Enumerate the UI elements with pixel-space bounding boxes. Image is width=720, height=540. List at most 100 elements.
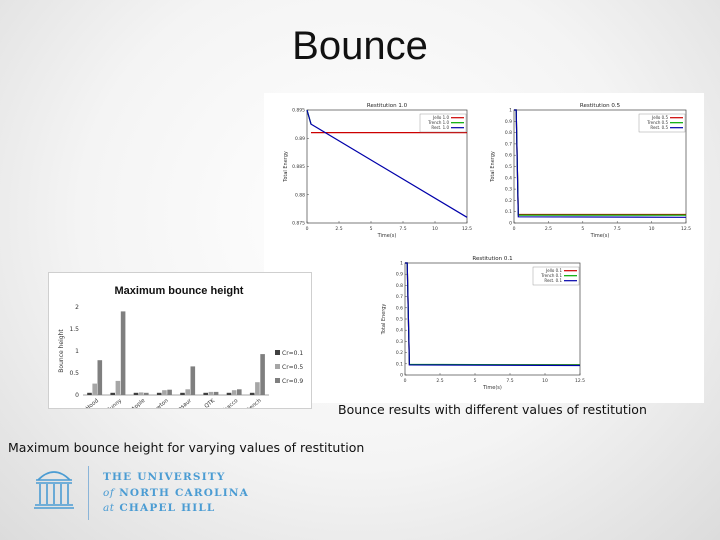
x-axis-label: Time(s) xyxy=(377,233,397,239)
bar-hood-1 xyxy=(92,383,97,395)
y-tick-label: 1 xyxy=(400,261,403,267)
series-line-2 xyxy=(306,109,468,218)
plot-title: Restitution 0.5 xyxy=(580,103,621,109)
x-tick-label: 7.5 xyxy=(614,226,621,232)
legend-label: Trench 0.1 xyxy=(540,273,562,278)
y-tick-label: 0.895 xyxy=(292,108,305,114)
bar-legend-swatch xyxy=(275,378,280,383)
max-bounce-height-panel: Maximum bounce height 0 0.5 1 1.5 2 Bounce hei… xyxy=(48,272,312,409)
y-tick-label: 0.3 xyxy=(396,339,403,345)
y-tick-label: 0.5 xyxy=(396,317,403,323)
series-line-2 xyxy=(405,262,581,367)
x-tick-label: 10 xyxy=(432,226,438,232)
legend-label: Jello 1.0 xyxy=(432,115,449,120)
logo-divider xyxy=(88,466,89,520)
bar-y-tick-label: 2 xyxy=(75,304,79,311)
bar-dinosaur-2 xyxy=(190,366,196,395)
bar-tobacco-2 xyxy=(237,389,242,395)
bar-trench-1 xyxy=(255,382,260,395)
bar-apple-0 xyxy=(133,392,139,395)
bar-newton-0 xyxy=(156,392,162,395)
line-plot-0: Restitution 1.0 0.875 0.88 0.885 0.89 0.895 0 2… xyxy=(283,103,472,239)
bar-legend-swatch xyxy=(275,350,280,355)
y-tick-label: 0.9 xyxy=(505,119,512,125)
x-tick-label: 2.5 xyxy=(335,226,342,232)
logo-line-1: THE UNIVERSITY xyxy=(103,471,226,483)
bar-category-label: Newton xyxy=(150,398,170,408)
bar-y-tick-label: 0.5 xyxy=(69,370,79,377)
y-tick-label: 0.9 xyxy=(396,272,403,278)
bar-y-tick-label: 0 xyxy=(75,392,79,399)
y-tick-label: 0.875 xyxy=(292,221,305,227)
bar-category-label: Dinosaur xyxy=(170,397,193,408)
y-axis-label: Total Energy xyxy=(283,151,289,183)
y-tick-label: 0.1 xyxy=(505,209,512,215)
x-axis-label: Time(s) xyxy=(482,385,502,391)
legend-label: Trench 0.5 xyxy=(646,120,668,125)
x-tick-label: 7.5 xyxy=(506,378,513,384)
y-tick-label: 0.3 xyxy=(505,187,512,193)
x-tick-label: 7.5 xyxy=(399,226,406,232)
bar-legend-label: Cr=0.1 xyxy=(282,350,303,357)
bar-y-axis-label: Bounce height xyxy=(58,329,65,373)
x-tick-label: 2.5 xyxy=(545,226,552,232)
x-tick-label: 0 xyxy=(306,226,309,232)
bar-legend-swatch xyxy=(275,364,280,369)
bar-tobacco-1 xyxy=(231,390,237,395)
x-axis-label: Time(s) xyxy=(590,233,610,239)
y-tick-label: 0.885 xyxy=(292,164,305,170)
bar-category-label: Hood xyxy=(85,398,100,408)
bar-bunny-2 xyxy=(120,311,126,395)
bar-category-label: QTK xyxy=(204,398,217,408)
y-tick-label: 0.1 xyxy=(396,361,403,367)
x-tick-label: 5 xyxy=(581,226,584,232)
y-tick-label: 0.8 xyxy=(505,130,512,136)
y-tick-label: 0 xyxy=(509,221,512,227)
y-tick-label: 0.88 xyxy=(295,192,305,198)
bar-apple-1 xyxy=(138,392,144,395)
line-plot-2: Restitution 0.1 0 0.1 0.2 0.3 0.4 0.5 0.6 0.7 0.8… xyxy=(381,256,585,391)
y-tick-label: 0.7 xyxy=(396,294,403,300)
bar-category-label: Apple xyxy=(131,398,147,408)
legend-label: Rest. 0.5 xyxy=(650,125,668,130)
logo-line-3: at CHAPEL HILL xyxy=(103,502,216,514)
x-tick-label: 5 xyxy=(370,226,373,232)
bar-y-tick-label: 1.5 xyxy=(69,326,79,333)
bar-trench-2 xyxy=(260,354,265,395)
plot-title: Restitution 1.0 xyxy=(367,103,408,109)
slide-title: Bounce xyxy=(292,24,428,68)
x-tick-label: 12.5 xyxy=(681,226,691,232)
x-tick-label: 0 xyxy=(513,226,516,232)
y-tick-label: 0.6 xyxy=(396,305,403,311)
y-tick-label: 0.2 xyxy=(396,350,403,356)
x-tick-label: 0 xyxy=(404,378,407,384)
bar-qtk-1 xyxy=(208,391,214,395)
y-axis-label: Total Energy xyxy=(490,151,496,183)
bar-category-label: Tobacco xyxy=(218,398,240,408)
series-line-2 xyxy=(514,109,687,218)
bounce-results-panel: Restitution 1.0 0.875 0.88 0.885 0.89 0.895 0 2… xyxy=(264,93,704,403)
x-tick-label: 10 xyxy=(542,378,548,384)
line-plot-1: Restitution 0.5 0 0.1 0.2 0.3 0.4 0.5 0.6 0.7 0.8… xyxy=(490,103,691,239)
y-tick-label: 0.5 xyxy=(505,164,512,170)
x-tick-label: 12.5 xyxy=(575,378,585,384)
bar-hood-0 xyxy=(87,392,92,395)
bar-chart-title: Maximum bounce height xyxy=(115,285,244,297)
y-tick-label: 0.8 xyxy=(396,283,403,289)
bar-category-label: Bunny xyxy=(106,397,124,408)
bar-dinosaur-0 xyxy=(180,392,185,395)
bar-qtk-0 xyxy=(203,392,208,395)
bar-trench-0 xyxy=(249,392,255,395)
x-tick-label: 2.5 xyxy=(436,378,443,384)
legend-label: Jello 0.5 xyxy=(651,115,668,120)
bar-category-label: Trench xyxy=(244,398,263,408)
plot-title: Restitution 0.1 xyxy=(472,256,512,262)
bar-legend-label: Cr=0.9 xyxy=(282,378,303,385)
y-tick-label: 0.2 xyxy=(505,198,512,204)
y-tick-label: 1 xyxy=(509,108,512,114)
bar-legend-label: Cr=0.5 xyxy=(282,364,303,371)
y-tick-label: 0.89 xyxy=(295,136,305,142)
bar-hood-2 xyxy=(97,360,103,395)
bar-newton-1 xyxy=(162,390,167,395)
bounce-results-plots: Restitution 1.0 0.875 0.88 0.885 0.89 0.895 0 2… xyxy=(283,103,691,391)
